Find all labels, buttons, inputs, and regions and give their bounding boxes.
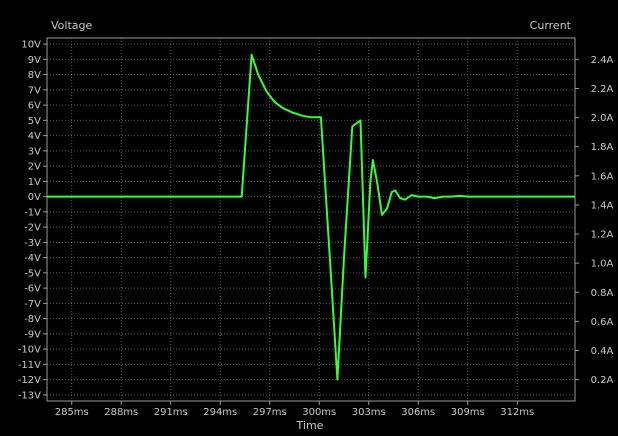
x-tick-label: 291ms	[154, 407, 188, 418]
y-left-tick-label: -4V	[24, 253, 41, 264]
y-right-tick-label: 2.4A	[591, 55, 614, 66]
y-left-tick-label: 9V	[28, 55, 41, 66]
y-left-tick-label: 10V	[21, 40, 41, 51]
x-tick-label: 285ms	[55, 407, 89, 418]
y-right-tick-label: 1.8A	[591, 142, 614, 153]
x-tick-label: 294ms	[203, 407, 237, 418]
y-right-tick-label: 0.4A	[591, 346, 614, 357]
y-left-tick-label: -8V	[24, 314, 41, 325]
y-right-tick-label: 0.8A	[591, 288, 614, 299]
y-left-tick-label: 2V	[28, 162, 41, 173]
y-left-tick-label: 3V	[28, 146, 41, 157]
y-left-tick-label: -10V	[18, 345, 41, 356]
x-tick-label: 300ms	[302, 407, 336, 418]
y-axis-right-label: Current	[530, 19, 572, 32]
y-left-tick-label: 5V	[28, 116, 41, 127]
x-tick-label: 288ms	[104, 407, 138, 418]
y-left-tick-label: -7V	[24, 299, 41, 310]
x-tick-label: 312ms	[500, 407, 534, 418]
x-tick-label: 297ms	[253, 407, 287, 418]
y-right-tick-label: 0.6A	[591, 317, 614, 328]
y-left-tick-label: 4V	[28, 131, 41, 142]
x-tick-label: 306ms	[401, 407, 435, 418]
y-right-tick-label: 1.6A	[591, 171, 614, 182]
y-left-tick-label: -12V	[18, 375, 41, 386]
y-right-tick-label: 1.2A	[591, 230, 614, 241]
y-left-tick-label: -2V	[24, 223, 41, 234]
y-left-tick-label: 0V	[28, 192, 41, 203]
axis-ticks: 285ms 288ms 291ms 294ms 297ms 300ms 303ms 306ms…	[18, 40, 614, 418]
y-left-tick-label: -13V	[18, 390, 41, 401]
y-right-tick-label: 2.0A	[591, 113, 614, 124]
y-left-tick-label: 6V	[28, 101, 41, 112]
y-left-tick-label: -6V	[24, 284, 41, 295]
y-right-tick-label: 1.4A	[591, 200, 614, 211]
y-left-tick-label: 7V	[28, 85, 41, 96]
y-left-tick-label: -3V	[24, 238, 41, 249]
y-left-tick-label: 8V	[28, 70, 41, 81]
y-left-tick-label: -11V	[18, 360, 41, 371]
y-right-tick-label: 1.0A	[591, 259, 614, 270]
series-layer	[47, 53, 575, 381]
x-tick-label: 309ms	[451, 407, 485, 418]
y-left-tick-label: -9V	[24, 329, 41, 340]
x-tick-label: 303ms	[352, 407, 386, 418]
y-left-tick-label: -1V	[24, 207, 41, 218]
plot-frame	[46, 37, 576, 402]
y-right-tick-label: 2.2A	[591, 84, 614, 95]
series-line	[47, 53, 575, 381]
x-axis-label: Time	[296, 419, 324, 432]
y-axis-left-label: Voltage	[51, 19, 92, 32]
y-left-tick-label: -5V	[24, 268, 41, 279]
y-right-tick-label: 0.2A	[591, 375, 614, 386]
y-left-tick-label: 1V	[28, 177, 41, 188]
